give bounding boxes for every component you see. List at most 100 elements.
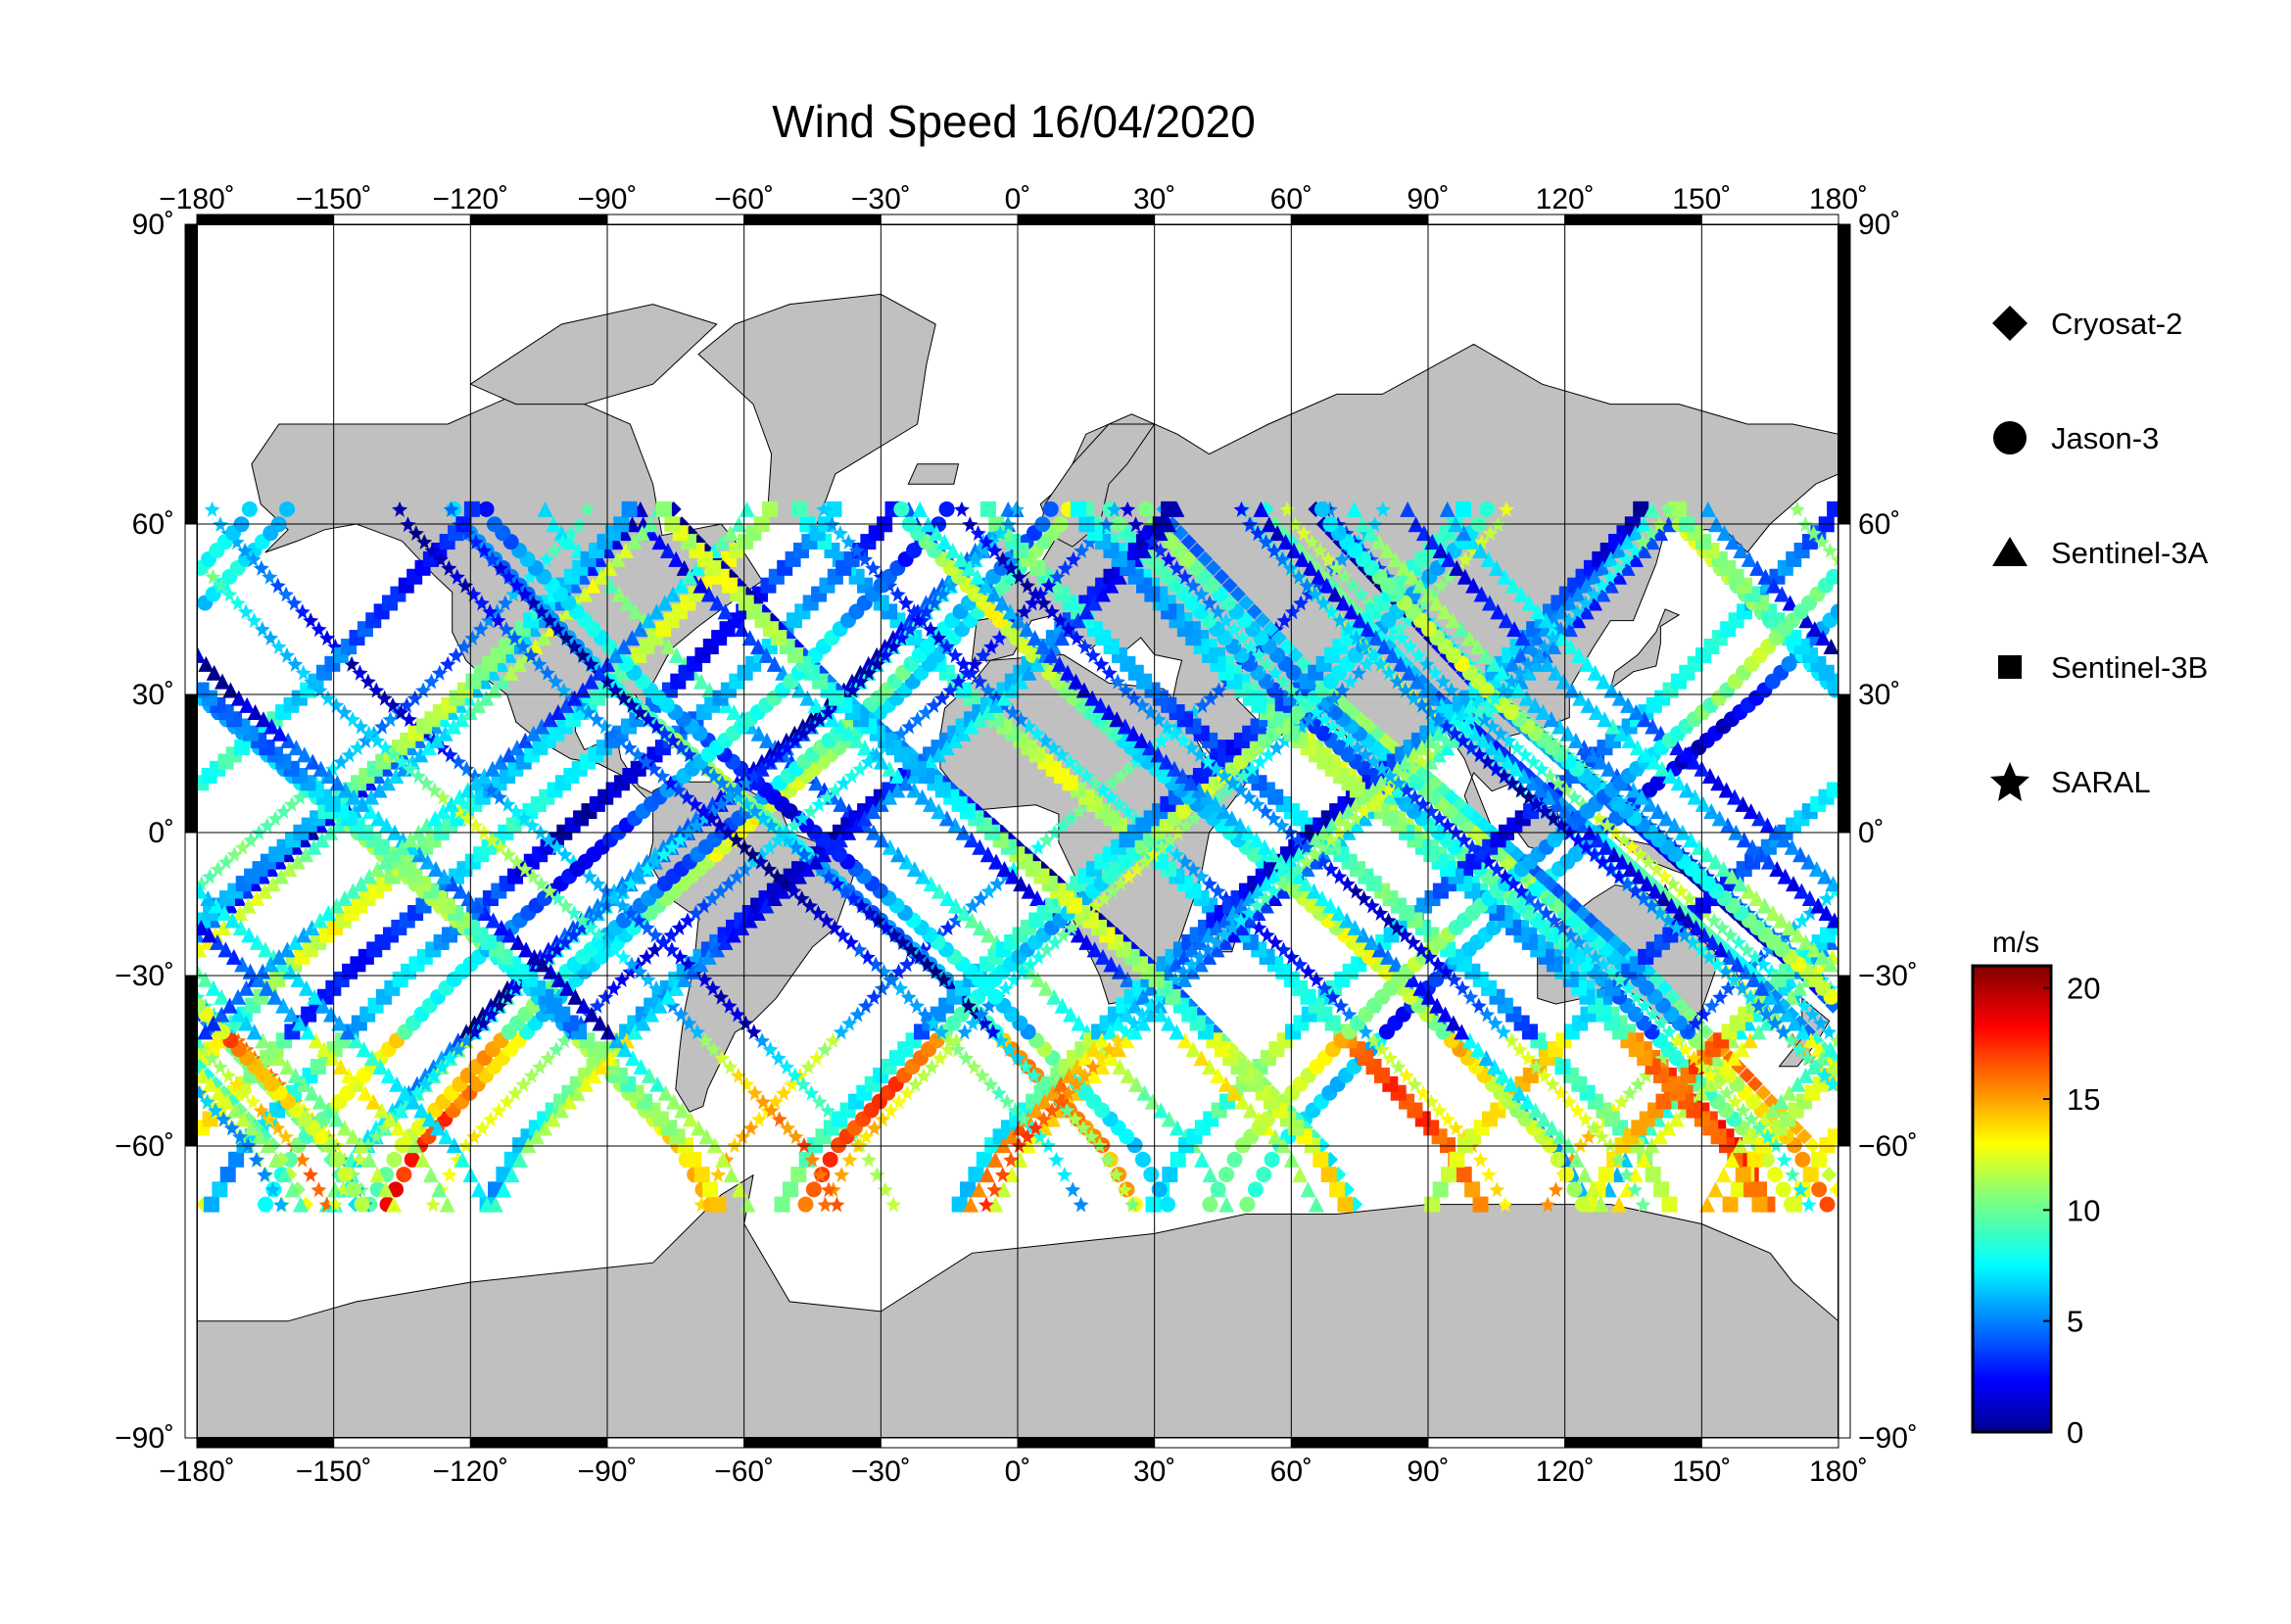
track-point <box>1029 838 1046 855</box>
track-point <box>648 979 665 996</box>
track-point <box>1457 550 1474 567</box>
track-point <box>1717 1058 1734 1075</box>
track-point <box>770 832 787 848</box>
track-point <box>1016 603 1032 620</box>
track-point <box>1829 1181 1838 1198</box>
track-point <box>476 543 493 559</box>
track-point <box>1656 868 1673 884</box>
track-point <box>1610 1196 1627 1213</box>
track-point <box>1175 948 1192 965</box>
track-point <box>399 696 415 713</box>
track-point <box>1811 1181 1828 1198</box>
track-point <box>458 1032 475 1049</box>
track-point <box>1445 1015 1461 1031</box>
track-point <box>902 621 919 638</box>
track-point <box>1605 846 1622 863</box>
track-point <box>337 1167 354 1183</box>
track-point <box>442 746 458 763</box>
track-point <box>565 853 582 870</box>
track-point <box>1365 1032 1382 1049</box>
track-point <box>763 817 780 834</box>
track-point <box>870 912 886 929</box>
track-point <box>505 586 522 602</box>
track-point <box>741 912 758 929</box>
track-point <box>1074 543 1090 559</box>
track-point <box>817 1196 834 1213</box>
track-point <box>692 577 709 594</box>
track-point <box>402 760 418 777</box>
track-point <box>987 1151 1004 1168</box>
track-point <box>1184 941 1201 958</box>
track-point <box>731 1181 747 1198</box>
track-point <box>1512 673 1529 690</box>
track-point <box>412 746 429 763</box>
track-point <box>1342 673 1359 690</box>
track-point <box>1276 612 1293 629</box>
track-point <box>627 1024 644 1040</box>
track-point <box>1639 876 1655 892</box>
track-point <box>451 803 467 820</box>
track-point <box>972 673 988 690</box>
track-point <box>211 1084 227 1101</box>
track-point <box>559 979 576 996</box>
track-point <box>215 919 232 935</box>
track-point <box>1761 941 1778 958</box>
track-point <box>893 630 910 646</box>
track-point <box>1246 603 1263 620</box>
track-point <box>460 890 477 907</box>
track-point <box>1578 603 1595 620</box>
track-point <box>641 1067 657 1083</box>
track-point <box>1619 1181 1636 1198</box>
track-point <box>1753 979 1770 996</box>
track-point <box>245 550 262 567</box>
track-point <box>1186 810 1203 827</box>
track-point <box>776 1084 792 1101</box>
track-point <box>224 912 241 929</box>
track-point <box>443 501 459 517</box>
track-point <box>721 997 738 1014</box>
track-point <box>385 696 402 713</box>
track-point <box>1665 988 1682 1005</box>
track-point <box>746 803 763 820</box>
track-point <box>1209 941 1225 958</box>
track-point <box>845 890 862 907</box>
track-point <box>775 883 791 899</box>
track-point <box>273 868 290 884</box>
track-point <box>979 704 996 721</box>
track-point <box>594 1058 610 1075</box>
track-point <box>1792 846 1809 863</box>
track-point <box>918 704 934 721</box>
track-point <box>1085 1067 1102 1083</box>
track-point <box>482 1111 499 1127</box>
track-point <box>259 817 275 834</box>
track-point <box>249 933 265 950</box>
track-point <box>1553 603 1570 620</box>
track-point <box>243 832 260 848</box>
track-point <box>779 740 795 756</box>
track-point <box>353 718 369 735</box>
track-point <box>774 1196 790 1213</box>
track-point <box>534 956 550 973</box>
track-point <box>1619 559 1636 576</box>
track-point <box>337 782 354 798</box>
track-point <box>1669 740 1686 756</box>
track-point <box>1549 795 1565 812</box>
track-point <box>1209 919 1225 935</box>
track-point <box>915 868 931 884</box>
track-point <box>1759 817 1776 834</box>
track-point <box>695 897 712 914</box>
track-point <box>942 577 959 594</box>
track-point <box>545 1111 561 1127</box>
track-point <box>807 853 824 870</box>
track-point <box>1484 718 1501 735</box>
track-point <box>1430 746 1447 763</box>
track-point <box>501 568 517 585</box>
track-point <box>1390 1058 1407 1075</box>
track-point <box>267 1151 284 1168</box>
track-point <box>964 912 980 929</box>
track-point <box>226 1102 243 1119</box>
track-point <box>1315 846 1332 863</box>
track-point <box>1796 1128 1813 1145</box>
track-point <box>1593 1196 1609 1213</box>
track-point <box>298 846 314 863</box>
